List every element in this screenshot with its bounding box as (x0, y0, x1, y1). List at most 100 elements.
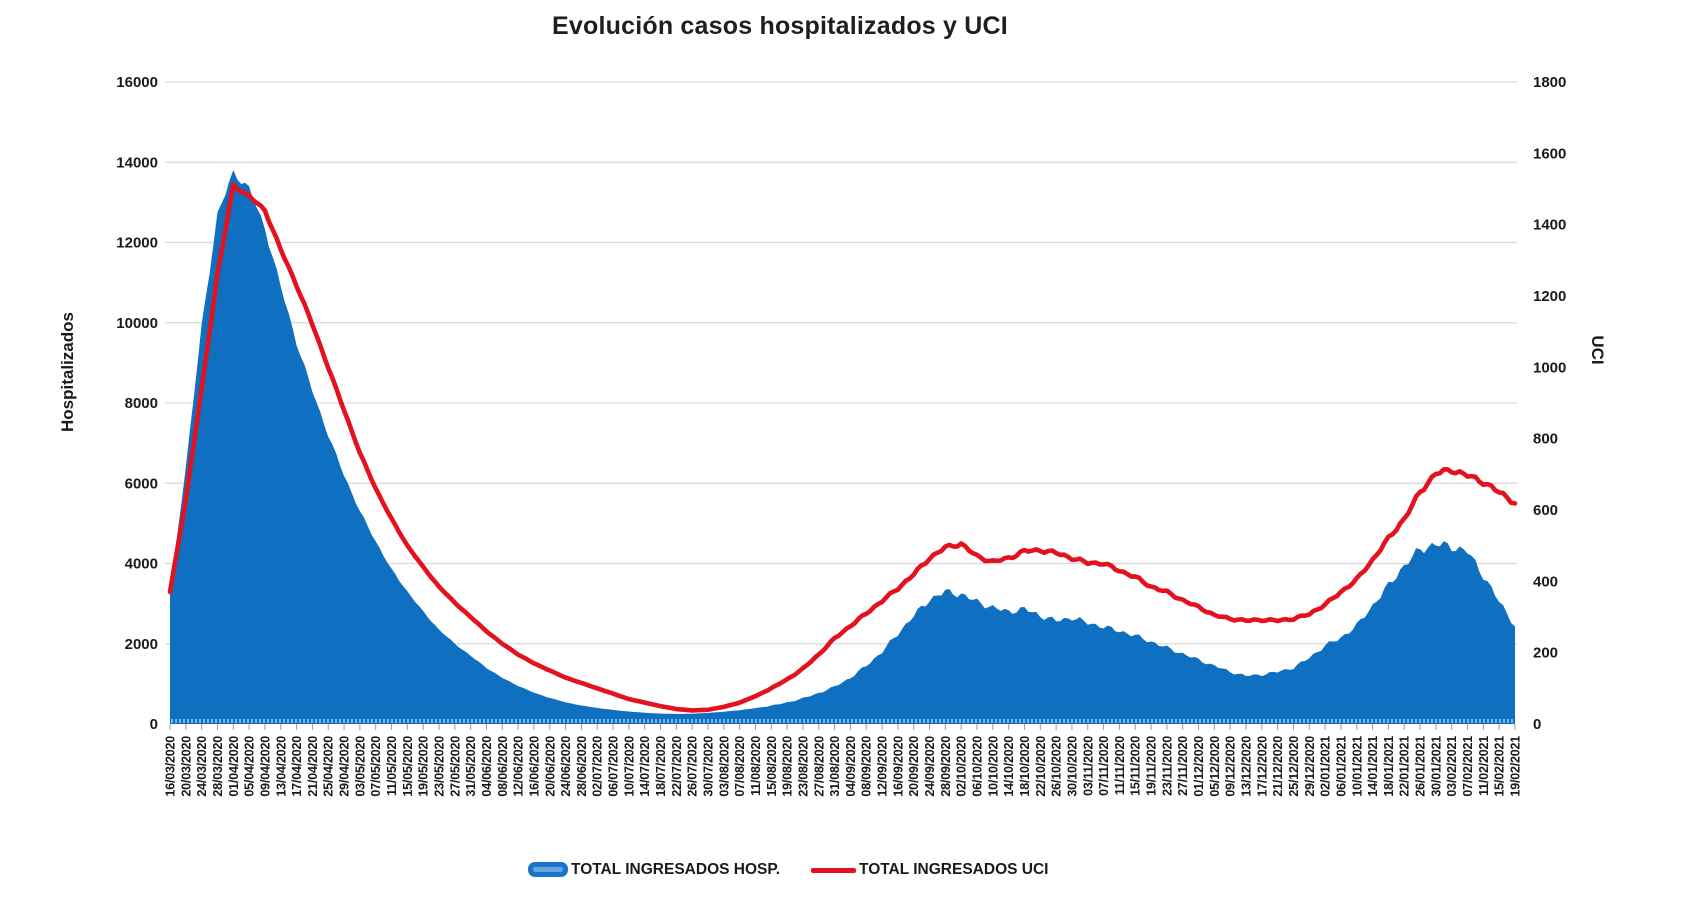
right-axis-tick-label: 800 (1533, 431, 1558, 448)
x-tick-label: 24/06/2020 (559, 736, 573, 797)
x-tick-label: 09/12/2020 (1224, 736, 1238, 797)
left-axis-tick-label: 6000 (125, 475, 158, 492)
x-tick-label: 22/07/2020 (670, 736, 684, 797)
x-tick-label: 31/05/2020 (464, 736, 478, 797)
x-tick-label: 20/03/2020 (179, 736, 193, 797)
x-tick-label: 16/06/2020 (527, 736, 541, 797)
legend-hosp-label: TOTAL INGRESADOS HOSP. (571, 861, 781, 878)
x-tick-label: 26/07/2020 (686, 736, 700, 797)
x-tick-label: 05/04/2020 (243, 736, 257, 797)
x-tick-label: 15/02/2021 (1493, 736, 1507, 797)
x-tick-label: 20/06/2020 (543, 736, 557, 797)
hosp-area-series (170, 170, 1515, 724)
x-tick-label: 28/03/2020 (211, 736, 225, 797)
x-tick-label: 13/12/2020 (1240, 736, 1254, 797)
x-tick-label: 12/06/2020 (512, 736, 526, 797)
x-tick-label: 07/05/2020 (369, 736, 383, 797)
x-tick-label: 24/09/2020 (923, 736, 937, 797)
x-tick-label: 07/08/2020 (733, 736, 747, 797)
x-tick-label: 17/12/2020 (1255, 736, 1269, 797)
x-tick-label: 03/05/2020 (353, 736, 367, 797)
left-axis-tick-label: 16000 (116, 74, 158, 91)
x-tick-label: 06/01/2021 (1334, 736, 1348, 797)
x-tick-label: 27/05/2020 (448, 736, 462, 797)
right-axis-tick-label: 1200 (1533, 288, 1566, 305)
x-tick-label: 26/10/2020 (1050, 736, 1064, 797)
chart-title: Evolución casos hospitalizados y UCI (552, 12, 1008, 40)
x-tick-label: 03/11/2020 (1081, 736, 1095, 796)
x-tick-label: 13/04/2020 (274, 736, 288, 797)
x-tick-label: 28/06/2020 (575, 736, 589, 797)
left-axis-tick-label: 8000 (125, 395, 158, 412)
x-tick-label: 22/10/2020 (1034, 736, 1048, 797)
x-tick-label: 08/06/2020 (496, 736, 510, 797)
x-tick-label: 03/08/2020 (717, 736, 731, 797)
right-axis-tick-label: 600 (1533, 502, 1558, 519)
x-tick-label: 11/11/2020 (1113, 736, 1127, 795)
x-tick-label: 19/11/2020 (1145, 736, 1159, 796)
x-tick-label: 20/09/2020 (907, 736, 921, 797)
x-tick-label: 11/02/2021 (1477, 736, 1491, 796)
x-tick-label: 24/03/2020 (195, 736, 209, 797)
x-tick-label: 14/07/2020 (638, 736, 652, 797)
x-tick-label: 07/02/2021 (1461, 736, 1475, 797)
x-tick-label: 30/07/2020 (702, 736, 716, 797)
x-tick-label: 10/01/2021 (1350, 736, 1364, 797)
x-tick-label: 15/05/2020 (401, 736, 415, 797)
right-axis-tick-label: 1400 (1533, 217, 1566, 234)
x-tick-label: 08/09/2020 (860, 736, 874, 797)
x-tick-label: 06/07/2020 (607, 736, 621, 797)
right-axis-tick-label: 200 (1533, 645, 1558, 662)
left-axis-tick-label: 12000 (116, 235, 158, 252)
x-tick-label: 07/11/2020 (1097, 736, 1111, 796)
x-tick-label: 23/11/2020 (1160, 736, 1174, 796)
x-tick-label: 22/01/2021 (1398, 736, 1412, 797)
x-tick-label: 18/01/2021 (1382, 736, 1396, 797)
x-tick-label: 09/04/2020 (258, 736, 272, 797)
right-axis-tick-label: 0 (1533, 716, 1541, 733)
x-tick-label: 25/12/2020 (1287, 736, 1301, 797)
left-axis-tick-label: 2000 (125, 636, 158, 653)
uci-line-series (167, 182, 1518, 713)
right-axis-tick-label: 400 (1533, 573, 1558, 590)
left-axis-tick-label: 0 (150, 716, 158, 733)
x-tick-label: 14/10/2020 (1002, 736, 1016, 797)
right-axis-tick-label: 1800 (1533, 74, 1566, 91)
x-tick-label: 28/09/2020 (939, 736, 953, 797)
x-tick-label: 11/05/2020 (385, 736, 399, 796)
legend-hosp-swatch (528, 862, 568, 877)
x-tick-label: 21/04/2020 (306, 736, 320, 797)
x-tick-label: 29/12/2020 (1303, 736, 1317, 797)
x-tick-label: 03/02/2021 (1445, 736, 1459, 797)
x-tick-label: 17/04/2020 (290, 736, 304, 797)
x-tick-label: 04/09/2020 (844, 736, 858, 797)
x-tick-label: 11/08/2020 (749, 736, 763, 796)
left-axis-tick-label: 4000 (125, 556, 158, 573)
right-axis-tick-label: 1600 (1533, 145, 1566, 162)
x-tick-label: 16/09/2020 (891, 736, 905, 797)
x-tick-label: 23/08/2020 (796, 736, 810, 797)
x-tick-label: 19/08/2020 (781, 736, 795, 797)
x-tick-label: 10/10/2020 (986, 736, 1000, 797)
x-tick-label: 14/01/2021 (1366, 736, 1380, 797)
x-tick-label: 02/10/2020 (955, 736, 969, 797)
x-tick-label: 16/03/2020 (164, 736, 178, 797)
x-tick-label: 29/04/2020 (338, 736, 352, 797)
x-tick-label: 15/11/2020 (1129, 736, 1143, 796)
right-axis-tick-label: 1000 (1533, 359, 1566, 376)
x-tick-label: 19/05/2020 (417, 736, 431, 797)
x-tick-label: 04/06/2020 (480, 736, 494, 797)
x-tick-label: 19/02/2021 (1509, 736, 1523, 797)
x-tick-label: 21/12/2020 (1271, 736, 1285, 797)
x-tick-label: 30/10/2020 (1065, 736, 1079, 797)
x-tick-label: 26/01/2021 (1414, 736, 1428, 797)
left-axis-tick-label: 10000 (116, 315, 158, 332)
x-tick-label: 01/04/2020 (227, 736, 241, 797)
x-tick-label: 27/11/2020 (1176, 736, 1190, 796)
x-tick-label: 02/01/2021 (1319, 736, 1333, 797)
legend-uci-line-swatch (811, 868, 856, 873)
x-tick-label: 10/07/2020 (622, 736, 636, 797)
x-tick-label: 01/12/2020 (1192, 736, 1206, 797)
x-tick-label: 12/09/2020 (876, 736, 890, 797)
